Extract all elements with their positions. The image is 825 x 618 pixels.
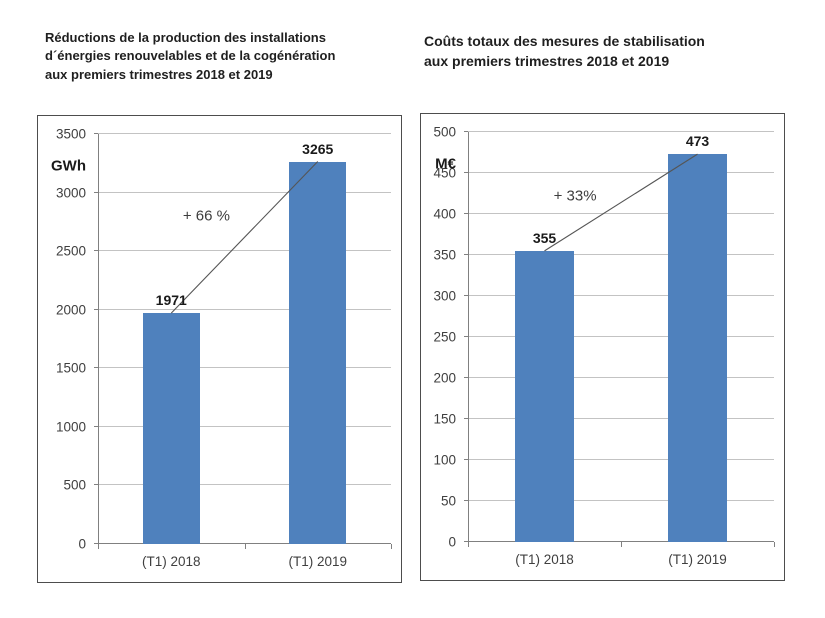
y-tick-mark — [464, 459, 468, 460]
y-tick-label: 400 — [433, 206, 456, 222]
y-tick-label: 100 — [433, 452, 456, 468]
y-axis-line — [98, 134, 99, 544]
x-tick-mark — [391, 544, 392, 549]
y-tick-mark — [94, 250, 98, 252]
y-axis-tick-labels: 0 500 1000 1500 2000 2500 3000 3500 — [38, 127, 92, 552]
chart-title-line: d´énergies renouvelables et de la cogéné… — [45, 48, 336, 64]
x-axis-category-labels: (T1) 2018 (T1) 2019 — [468, 552, 774, 572]
chart-title: Coûts totaux des mesures de stabilisatio… — [424, 32, 794, 72]
y-tick-mark — [464, 541, 468, 542]
y-tick-mark — [464, 131, 468, 132]
gridline — [468, 254, 774, 255]
gridline — [98, 425, 391, 427]
plot-area: + 33% 355 473 — [464, 131, 775, 547]
chart-title-line: aux premiers trimestres 2018 et 2019 — [424, 52, 670, 69]
chart-plot-frame: GWh 0 500 1000 1500 2000 2500 3000 3500 + 66 % … — [37, 115, 402, 583]
chart-plot-frame: M€ 0 50 100 150 200 250 300 350 400 450 500 + 33% … — [420, 113, 785, 581]
y-tick-label: 500 — [433, 124, 456, 140]
y-tick-mark — [464, 336, 468, 337]
gridline — [468, 213, 774, 214]
x-tick-mark — [98, 544, 99, 549]
gridline — [468, 377, 774, 378]
y-tick-label: 1000 — [55, 419, 86, 435]
bar-value-label: 1971 — [155, 292, 187, 309]
y-tick-mark — [94, 308, 98, 310]
percent-change-annotation: + 33% — [553, 187, 597, 205]
y-tick-mark — [464, 213, 468, 214]
y-tick-label: 50 — [440, 493, 456, 509]
y-tick-label: 200 — [433, 370, 456, 386]
plot-area: + 66 % 1971 3265 — [94, 133, 392, 549]
gridline — [98, 133, 391, 134]
y-tick-mark — [94, 191, 98, 193]
x-tick-mark — [774, 542, 775, 547]
y-axis-unit-label: GWh — [51, 157, 86, 175]
x-category-label: (T1) 2019 — [668, 552, 727, 567]
bar-t1-2019 — [667, 154, 728, 542]
chart-title-line: Coûts totaux des mesures de stabilisatio… — [424, 33, 705, 49]
y-tick-mark — [94, 543, 98, 544]
chart-title-line: Réductions de la production des installa… — [45, 30, 326, 45]
x-category-label: (T1) 2018 — [515, 552, 574, 567]
gridline — [468, 336, 774, 337]
x-axis-category-labels: (T1) 2018 (T1) 2019 — [98, 554, 391, 574]
y-tick-mark — [464, 418, 468, 419]
x-axis-line — [98, 543, 391, 544]
y-tick-label: 300 — [433, 288, 456, 304]
x-category-label: (T1) 2019 — [288, 554, 348, 569]
y-tick-label: 350 — [433, 247, 456, 263]
bar-value-label: 473 — [685, 133, 710, 150]
chart-title-line: aux premiers trimestres 2018 et 2019 — [45, 66, 273, 82]
y-tick-label: 0 — [78, 536, 86, 552]
y-tick-label: 0 — [448, 534, 456, 550]
gridline — [468, 295, 774, 296]
y-tick-mark — [94, 367, 98, 369]
gridline — [98, 367, 391, 369]
y-tick-mark — [464, 500, 468, 501]
bar-t1-2018 — [142, 313, 200, 544]
gridline — [98, 250, 391, 252]
y-tick-mark — [94, 425, 98, 427]
bar-t1-2019 — [289, 161, 347, 544]
y-tick-mark — [94, 484, 98, 486]
y-tick-label: 2500 — [55, 243, 86, 259]
y-tick-mark — [464, 172, 468, 173]
x-tick-mark — [468, 542, 469, 547]
y-axis-line — [468, 132, 469, 542]
gridline — [98, 191, 391, 193]
y-tick-label: 250 — [433, 329, 456, 345]
gridline — [468, 131, 774, 132]
bar-t1-2018 — [514, 250, 575, 542]
x-axis-line — [468, 541, 774, 542]
gridline — [468, 172, 774, 173]
x-category-label: (T1) 2018 — [141, 554, 201, 569]
y-tick-mark — [464, 254, 468, 255]
y-tick-mark — [464, 295, 468, 296]
gridline — [468, 500, 774, 501]
bar-value-label: 355 — [532, 229, 557, 246]
gridline — [468, 459, 774, 460]
y-tick-label: 2000 — [55, 302, 86, 318]
y-tick-label: 1500 — [55, 360, 86, 376]
y-tick-label: 450 — [433, 165, 456, 181]
y-tick-label: 500 — [63, 477, 86, 493]
x-tick-mark — [244, 544, 246, 549]
gridline — [468, 418, 774, 419]
y-tick-label: 3500 — [55, 126, 86, 142]
gridline — [98, 484, 391, 486]
percent-change-annotation: + 66 % — [182, 207, 230, 225]
x-tick-mark — [621, 542, 622, 547]
y-tick-mark — [464, 377, 468, 378]
gridline — [98, 308, 391, 310]
bar-value-label: 3265 — [302, 140, 334, 157]
y-tick-mark — [94, 133, 98, 134]
y-axis-tick-labels: 0 50 100 150 200 250 300 350 400 450 500 — [421, 125, 462, 550]
y-tick-label: 150 — [433, 411, 456, 427]
chart-title: Réductions de la production des installa… — [45, 29, 401, 84]
y-tick-label: 3000 — [55, 185, 86, 201]
y-axis-unit-label: M€ — [435, 155, 456, 173]
